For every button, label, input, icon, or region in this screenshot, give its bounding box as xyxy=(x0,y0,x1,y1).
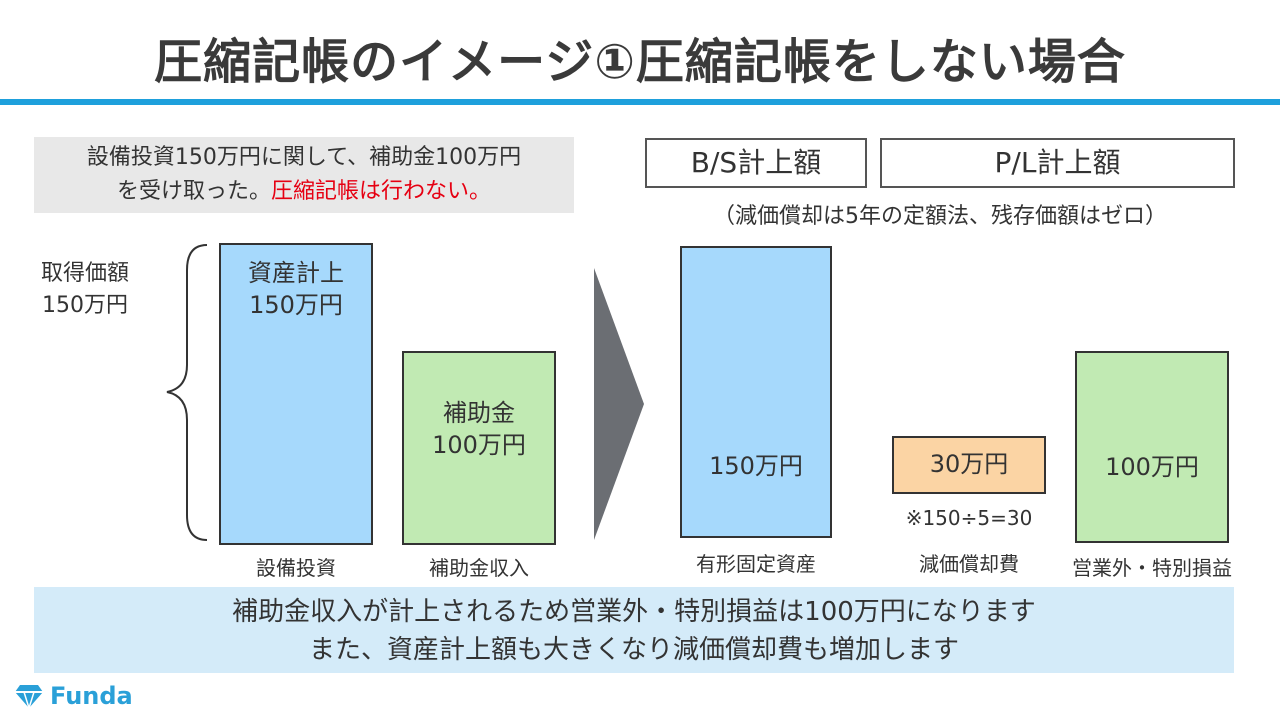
subsidy-bar: 補助金 100万円 xyxy=(402,351,556,545)
subsidy-bar-line-1: 補助金 xyxy=(443,399,515,427)
depreciation-value: 30万円 xyxy=(929,450,1009,478)
asset-recorded-bar: 資産計上 150万円 xyxy=(219,243,373,545)
depreciation-calc: ※150÷5=30 xyxy=(905,506,1033,530)
non-operating-label: 営業外・特別損益 xyxy=(1072,556,1232,580)
tangible-asset-label: 有形固定資産 xyxy=(696,552,816,576)
depreciation-label: 減価償却費 xyxy=(919,552,1019,576)
logo-text: Funda xyxy=(50,682,133,710)
asset-bar-line-2: 150万円 xyxy=(249,291,343,319)
depreciation-bar: 30万円 xyxy=(892,436,1046,494)
note-line-2-red: 圧縮記帳は行わない。 xyxy=(271,179,492,204)
page-title: 圧縮記帳のイメージ①圧縮記帳をしない場合 xyxy=(154,34,1126,90)
acquisition-line-2: 150万円 xyxy=(42,293,128,318)
subsidy-income-label: 補助金収入 xyxy=(429,556,529,580)
summary-box: 補助金収入が計上されるため営業外・特別損益は100万円になります また、資産計上… xyxy=(34,587,1234,673)
acquisition-cost-label: 取得価額 150万円 xyxy=(20,258,150,322)
capex-label: 設備投資 xyxy=(256,556,336,580)
arrow-right-icon xyxy=(594,268,644,540)
subsidy-bar-line-2: 100万円 xyxy=(432,431,526,459)
summary-line-1: 補助金収入が計上されるため営業外・特別損益は100万円になります xyxy=(232,597,1036,627)
note-line-1: 設備投資150万円に関して、補助金100万円 xyxy=(86,145,522,170)
curly-brace-icon xyxy=(166,244,208,541)
bs-header: B/S計上額 xyxy=(645,138,867,188)
pl-header: P/L計上額 xyxy=(880,138,1235,188)
note-line-2: を受け取った。圧縮記帳は行わない。 xyxy=(34,175,574,209)
funda-logo: Funda xyxy=(14,680,133,712)
title-underline xyxy=(0,99,1280,105)
depreciation-note: （減価償却は5年の定額法、残存価額はゼロ） xyxy=(713,204,1167,229)
situation-note: 設備投資150万円に関して、補助金100万円 を受け取った。圧縮記帳は行わない。 xyxy=(34,137,574,213)
non-operating-value: 100万円 xyxy=(1105,453,1199,481)
non-operating-bar: 100万円 xyxy=(1075,351,1229,543)
tangible-asset-bar: 150万円 xyxy=(680,246,832,538)
asset-bar-line-1: 資産計上 xyxy=(248,259,344,287)
summary-line-2: また、資産計上額も大きくなり減価償却費も増加します xyxy=(308,635,959,665)
tangible-asset-value: 150万円 xyxy=(709,452,803,480)
note-line-2-plain: を受け取った。 xyxy=(116,179,271,204)
diamond-logo-icon xyxy=(15,685,43,709)
acquisition-line-1: 取得価額 xyxy=(40,261,129,286)
